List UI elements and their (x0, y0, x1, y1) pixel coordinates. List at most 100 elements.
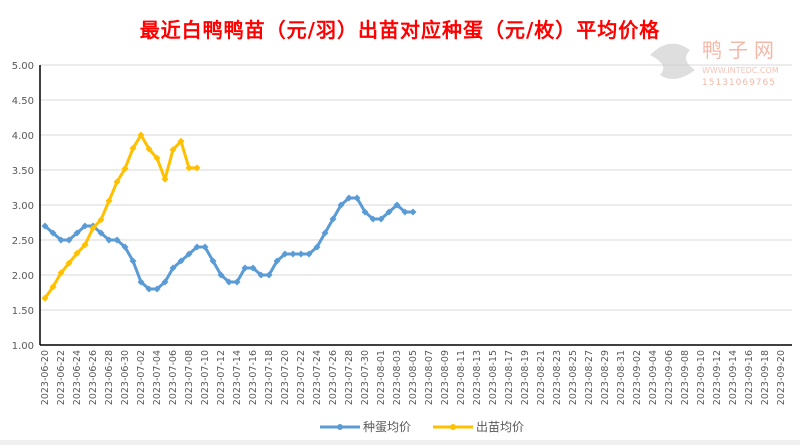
x-tick-label: 2023-09-20 (776, 350, 787, 405)
data-point (401, 208, 409, 216)
x-tick-label: 2023-07-28 (344, 350, 355, 405)
data-point (105, 236, 113, 244)
data-point (97, 216, 105, 224)
data-point (185, 164, 193, 172)
x-tick-label: 2023-08-11 (456, 350, 467, 405)
legend-label-duckling: 出苗均价 (476, 420, 525, 434)
data-point (113, 178, 121, 186)
duck-logo-icon: 鸭子网 WWW.INTEDC.COM 15131069765 (650, 38, 779, 88)
x-tick-label: 2023-07-16 (248, 350, 259, 405)
data-point (409, 208, 417, 216)
x-tick-label: 2023-08-01 (376, 350, 387, 405)
x-tick-label: 2023-09-12 (712, 350, 723, 405)
x-tick-label: 2023-08-03 (392, 350, 403, 405)
data-point (137, 131, 145, 139)
data-point (105, 197, 113, 205)
x-tick-label: 2023-08-13 (472, 350, 483, 405)
data-point (313, 243, 321, 251)
legend-swatch-duckling (433, 423, 474, 430)
data-point (65, 259, 73, 267)
x-tick-label: 2023-09-16 (744, 350, 755, 405)
x-tick-label: 2023-06-22 (56, 350, 67, 405)
data-point (249, 264, 257, 272)
y-tick-label: 5.00 (12, 61, 34, 72)
data-point (217, 271, 225, 279)
x-tick-label: 2023-08-23 (552, 350, 563, 405)
x-tick-label: 2023-07-14 (232, 350, 243, 405)
data-point (161, 175, 169, 183)
data-point (89, 224, 97, 232)
data-point (145, 285, 153, 293)
x-tick-label: 2023-07-20 (280, 350, 291, 405)
x-tick-label: 2023-07-12 (216, 350, 227, 405)
x-tick-label: 2023-07-30 (360, 350, 371, 405)
x-tick-label: 2023-08-31 (616, 350, 627, 405)
x-tick-label: 2023-09-04 (648, 350, 659, 405)
data-point (161, 278, 169, 286)
x-tick-label: 2023-07-26 (328, 350, 339, 405)
x-tick-label: 2023-08-15 (488, 350, 499, 405)
data-point (121, 165, 129, 173)
x-tick-label: 2023-09-02 (632, 350, 643, 405)
data-point (281, 250, 289, 258)
watermark-logo: 鸭子网 WWW.INTEDC.COM 15131069765 (640, 30, 800, 90)
data-point (97, 229, 105, 237)
bottom-border (0, 440, 800, 445)
data-point (145, 145, 153, 153)
x-tick-label: 2023-09-10 (696, 350, 707, 405)
data-point (153, 285, 161, 293)
x-tick-label: 2023-07-24 (312, 350, 323, 405)
data-point (113, 236, 121, 244)
data-point (345, 194, 353, 202)
data-point (65, 236, 73, 244)
x-tick-label: 2023-06-28 (104, 350, 115, 405)
y-tick-label: 3.50 (12, 166, 34, 177)
data-point (185, 250, 193, 258)
data-point (169, 146, 177, 154)
data-point (153, 154, 161, 162)
data-point (193, 164, 201, 172)
legend-swatch-egg (320, 423, 360, 430)
data-point (49, 229, 57, 237)
data-point (137, 278, 145, 286)
x-tick-label: 2023-08-07 (424, 350, 435, 405)
legend-item-duckling[interactable]: 出苗均价 (433, 418, 524, 435)
x-tick-label: 2023-07-18 (264, 350, 275, 405)
data-point (265, 271, 273, 279)
data-point (73, 249, 81, 257)
data-point (377, 215, 385, 223)
x-tick-label: 2023-08-05 (408, 350, 419, 405)
data-point (241, 264, 249, 272)
data-point (81, 241, 89, 249)
x-tick-label: 2023-06-20 (40, 350, 51, 405)
x-tick-label: 2023-06-24 (72, 350, 83, 405)
data-point (201, 243, 209, 251)
x-tick-label: 2023-07-02 (136, 350, 147, 405)
x-tick-label: 2023-08-27 (584, 350, 595, 405)
data-point (321, 229, 329, 237)
data-point (57, 236, 65, 244)
x-tick-label: 2023-09-18 (760, 350, 771, 405)
data-point (169, 264, 177, 272)
x-tick-label: 2023-09-06 (664, 350, 675, 405)
y-tick-label: 2.50 (12, 236, 34, 247)
y-tick-label: 3.00 (12, 201, 34, 212)
data-point (337, 201, 345, 209)
data-point (177, 137, 185, 145)
x-tick-label: 2023-08-25 (568, 350, 579, 405)
legend-item-egg[interactable]: 种蛋均价 (320, 418, 411, 435)
data-point (41, 222, 49, 230)
x-tick-label: 2023-09-08 (680, 350, 691, 405)
data-point (121, 243, 129, 251)
data-point (329, 215, 337, 223)
x-tick-label: 2023-07-22 (296, 350, 307, 405)
data-point (73, 229, 81, 237)
data-point (305, 250, 313, 258)
data-point (129, 144, 137, 152)
data-point (49, 283, 57, 291)
x-tick-label: 2023-06-26 (88, 350, 99, 405)
watermark-phone: 15131069765 (702, 78, 776, 88)
watermark-url: WWW.INTEDC.COM (702, 66, 779, 75)
y-tick-label: 1.00 (12, 341, 34, 352)
